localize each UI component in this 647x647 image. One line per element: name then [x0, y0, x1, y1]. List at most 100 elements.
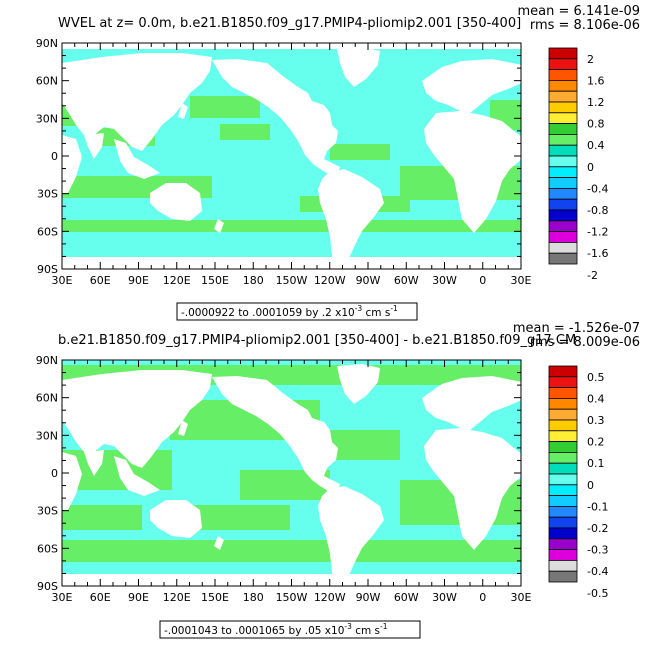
colorbar-swatch: [548, 112, 578, 125]
colorbar-label: -1.6: [587, 247, 608, 260]
x-tick-label: 150E: [201, 274, 229, 287]
x-tick-label: 60E: [90, 274, 111, 287]
panel-1-rms: rms = 8.106e-06: [530, 18, 640, 33]
colorbar-swatch: [548, 484, 578, 496]
colorbar-label: 1.6: [587, 74, 605, 87]
y-tick-label: 0: [51, 467, 58, 480]
colorbar-label: 0.1: [587, 457, 605, 470]
y-tick-label: 90S: [37, 580, 58, 593]
colorbar-swatch: [548, 241, 578, 254]
colorbar-swatch: [548, 90, 578, 103]
panel-1-title: WVEL at z= 0.0m, b.e21.B1850.f09_g17.PMI…: [58, 16, 521, 31]
y-tick-label: 30N: [36, 429, 58, 442]
panel-2-map: [62, 360, 521, 586]
x-tick-label: 150W: [276, 274, 308, 287]
colorbar-label: 2: [587, 53, 594, 66]
colorbar-swatch: [548, 80, 578, 92]
colorbar-swatch: [548, 123, 578, 135]
y-tick-label: 90S: [37, 263, 58, 276]
colorbar-label: 0.5: [587, 371, 605, 384]
y-tick-label: 60S: [37, 225, 58, 238]
colorbar-swatch: [548, 47, 578, 60]
colorbar-swatch: [548, 462, 578, 475]
colorbar-swatch: [548, 516, 578, 529]
colorbar-label: 0.2: [587, 436, 605, 449]
x-tick-label: 30E: [511, 591, 532, 604]
panel-2: b.e21.B1850.f09_g17.PMIP4-pliomip2.001 […: [36, 321, 640, 639]
x-tick-label: 60W: [394, 274, 419, 287]
x-tick-label: 90E: [128, 591, 149, 604]
colorbar-swatch: [548, 549, 578, 561]
x-tick-label: 120E: [163, 591, 191, 604]
colorbar-swatch: [548, 495, 578, 507]
colorbar-swatch: [548, 187, 578, 200]
x-tick-label: 120W: [314, 274, 346, 287]
y-tick-label: 0: [51, 150, 58, 163]
panel-2-rms: rms = 8.009e-06: [530, 335, 640, 350]
colorbar-label: 0.4: [587, 392, 605, 405]
x-tick-label: 30W: [432, 274, 457, 287]
x-tick-label: 30E: [52, 274, 73, 287]
colorbar-swatch: [548, 177, 578, 189]
colorbar-swatch: [548, 408, 578, 421]
panel-1-range-exp: -3: [355, 304, 363, 313]
colorbar-swatch: [548, 505, 578, 518]
svg-text:-.0001043 to .0001065 by .05 x: -.0001043 to .0001065 by .05 x10-3 cm s-…: [164, 622, 388, 637]
colorbar-label: -0.8: [587, 204, 608, 217]
x-tick-label: 150W: [276, 591, 308, 604]
panel-1-range-text: -.0000922 to .0001059 by .2 x10: [181, 307, 355, 319]
colorbar-label: -0.3: [587, 544, 608, 557]
colorbar-swatch: [548, 365, 578, 378]
x-tick-label: 0: [479, 591, 486, 604]
colorbar-swatch: [548, 58, 578, 70]
colorbar-swatch: [548, 155, 578, 168]
colorbar-swatch: [548, 473, 578, 486]
x-tick-label: 180: [243, 591, 264, 604]
panel-2-y-axis: 90N 60N 30N 0 30S 60S 90S: [36, 354, 521, 593]
x-tick-label: 30W: [432, 591, 457, 604]
x-tick-label: 90E: [128, 274, 149, 287]
x-tick-label: 90W: [356, 591, 381, 604]
panel-2-title: b.e21.B1850.f09_g17.PMIP4-pliomip2.001 […: [58, 333, 576, 348]
colorbar-swatch: [548, 198, 578, 211]
colorbar-label: 0: [587, 479, 594, 492]
y-tick-label: 60N: [36, 392, 58, 405]
colorbar-label: -0.5: [587, 587, 608, 600]
colorbar-label: -0.4: [587, 565, 608, 578]
panel-2-x-axis: 30E 60E 90E 120E 150E 180 150W 120W 90W 60W 30W 0 30…: [52, 360, 532, 604]
panel-2-range-exp: -3: [344, 622, 352, 631]
colorbar-label: 1.2: [587, 96, 605, 109]
colorbar-label: 0.8: [587, 118, 605, 131]
panel-1-colorbar: 2 1.6 1.2 0.8 0.4 0 -0.4 -0.8 -1.2 -1.6 -2: [548, 47, 608, 282]
colorbar-swatch: [548, 441, 578, 453]
panel-1-range-unit-exp: -1: [390, 304, 398, 313]
colorbar-swatch: [548, 570, 578, 583]
panel-1-map: [62, 43, 521, 269]
colorbar-swatch: [548, 252, 578, 265]
panel-2-colorbar: 0.5 0.4 0.3 0.2 0.1 0 -0.1 -0.2 -0.3 -0.4 -0.5: [548, 365, 608, 600]
panel-2-range-text: -.0001043 to .0001065 by .05 x10: [164, 625, 344, 637]
panel-1-range-unit: cm s: [366, 307, 391, 319]
x-tick-label: 60E: [90, 591, 111, 604]
colorbar-label: -0.1: [587, 500, 608, 513]
y-tick-label: 60S: [37, 542, 58, 555]
colorbar-label: 0: [587, 161, 594, 174]
x-tick-label: 60W: [394, 591, 419, 604]
colorbar-swatch: [548, 397, 578, 410]
x-tick-label: 120W: [314, 591, 346, 604]
colorbar-swatch: [548, 220, 578, 233]
colorbar-label: -0.4: [587, 182, 608, 195]
colorbar-label: 0.3: [587, 414, 605, 427]
colorbar-swatch: [548, 430, 578, 442]
colorbar-swatch: [548, 101, 578, 114]
colorbar-label: -2: [587, 269, 598, 282]
panel-1-x-axis: 30E 60E 90E 120E 150E 180 150W 120W 90W 60W 30W 0 30…: [52, 43, 532, 287]
panel-1: WVEL at z= 0.0m, b.e21.B1850.f09_g17.PMI…: [36, 4, 640, 321]
panel-1-range-box: -.0000922 to .0001059 by .2 x10-3 cm s-1: [176, 302, 418, 321]
colorbar-swatch: [548, 387, 578, 399]
colorbar-swatch: [548, 133, 578, 146]
x-tick-label: 150E: [201, 591, 229, 604]
colorbar-swatch: [548, 538, 578, 550]
panel-2-mean: mean = -1.526e-07: [513, 321, 640, 336]
x-tick-label: 30E: [511, 274, 532, 287]
